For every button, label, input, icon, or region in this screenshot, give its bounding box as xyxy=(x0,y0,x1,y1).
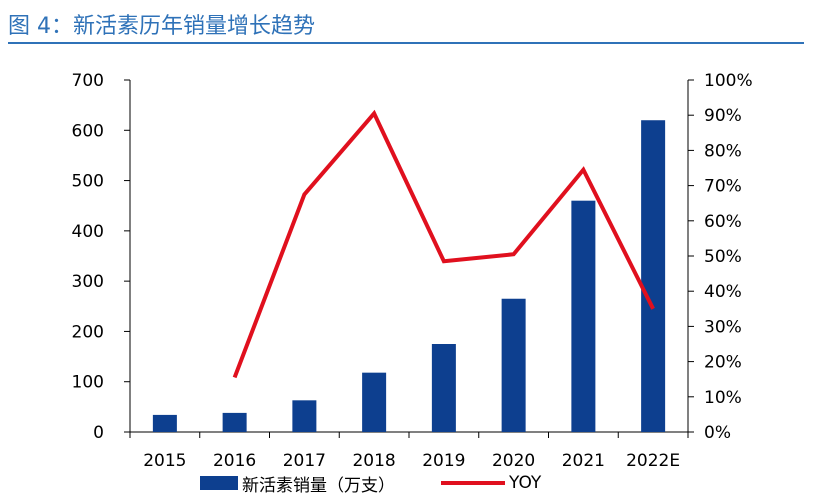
x-tick-label: 2016 xyxy=(213,451,256,471)
left-tick-label: 700 xyxy=(72,71,104,91)
x-tick-label: 2021 xyxy=(562,451,605,471)
x-tick-label: 2020 xyxy=(492,451,535,471)
bar-2016 xyxy=(222,412,247,432)
legend-label-line: YOY xyxy=(509,473,542,493)
right-tick-label: 20% xyxy=(704,353,742,373)
legend-swatch-line xyxy=(441,481,505,485)
left-tick-label: 500 xyxy=(72,172,104,192)
right-tick-label: 0% xyxy=(704,423,731,443)
x-tick-label: 2019 xyxy=(422,451,465,471)
bar-2017 xyxy=(292,400,317,432)
left-tick-label: 300 xyxy=(72,272,104,292)
right-tick-label: 10% xyxy=(704,388,742,408)
bar-2020 xyxy=(501,298,526,432)
bar-2018 xyxy=(362,372,387,432)
legend-swatch-bar xyxy=(200,476,238,490)
right-tick-label: 50% xyxy=(704,247,742,267)
left-tick-label: 100 xyxy=(72,373,104,393)
left-tick-label: 400 xyxy=(72,222,104,242)
chart-legend: 新活素销量（万支） YOY xyxy=(200,470,541,496)
right-tick-label: 80% xyxy=(704,141,742,161)
right-tick-label: 40% xyxy=(704,282,742,302)
bar-2021 xyxy=(571,200,596,432)
right-tick-label: 30% xyxy=(704,317,742,337)
x-tick-label: 2022E xyxy=(626,451,680,471)
right-tick-label: 100% xyxy=(704,71,753,91)
left-tick-label: 600 xyxy=(72,121,104,141)
x-tick-label: 2015 xyxy=(143,451,186,471)
bar-2022E xyxy=(641,120,666,432)
legend-item-line: YOY xyxy=(441,473,541,493)
chart-title: 图 4：新活素历年销量增长趋势 xyxy=(8,14,315,39)
left-tick-label: 0 xyxy=(93,423,104,443)
x-tick-label: 2017 xyxy=(283,451,326,471)
bar-2019 xyxy=(431,344,456,432)
figure-header: 图 4：新活素历年销量增长趋势 xyxy=(8,4,804,44)
right-tick-label: 60% xyxy=(704,212,742,232)
x-tick-label: 2018 xyxy=(352,451,395,471)
title-underline xyxy=(8,42,804,44)
bar-2015 xyxy=(152,414,177,432)
legend-label-bar: 新活素销量（万支） xyxy=(242,475,395,496)
legend-item-bar: 新活素销量（万支） xyxy=(200,471,395,496)
right-tick-label: 70% xyxy=(704,177,742,197)
left-tick-label: 200 xyxy=(72,322,104,342)
right-tick-label: 90% xyxy=(704,106,742,126)
